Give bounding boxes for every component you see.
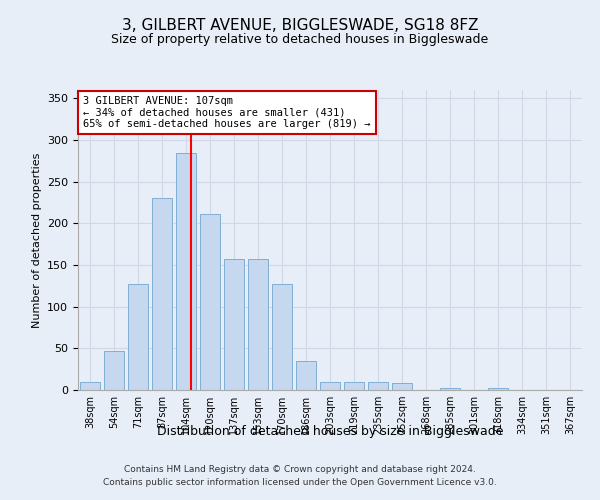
Bar [200, 214, 220, 390]
Y-axis label: Number of detached properties: Number of detached properties [32, 152, 41, 328]
Text: Contains HM Land Registry data © Crown copyright and database right 2024.: Contains HM Land Registry data © Crown c… [124, 466, 476, 474]
Bar [80, 382, 100, 390]
Bar [176, 154, 196, 390]
Text: 3 GILBERT AVENUE: 107sqm
← 34% of detached houses are smaller (431)
65% of semi-: 3 GILBERT AVENUE: 107sqm ← 34% of detach… [83, 96, 371, 129]
Bar [440, 388, 460, 390]
Text: Size of property relative to detached houses in Biggleswade: Size of property relative to detached ho… [112, 32, 488, 46]
Bar [128, 284, 148, 390]
Bar [392, 384, 412, 390]
Bar [320, 382, 340, 390]
Bar [248, 259, 268, 390]
Text: Contains public sector information licensed under the Open Government Licence v3: Contains public sector information licen… [103, 478, 497, 487]
Bar [152, 198, 172, 390]
Bar [368, 382, 388, 390]
Bar [224, 259, 244, 390]
Text: 3, GILBERT AVENUE, BIGGLESWADE, SG18 8FZ: 3, GILBERT AVENUE, BIGGLESWADE, SG18 8FZ [122, 18, 478, 32]
Bar [104, 351, 124, 390]
Bar [344, 382, 364, 390]
Bar [272, 284, 292, 390]
Bar [296, 361, 316, 390]
Bar [488, 388, 508, 390]
Text: Distribution of detached houses by size in Biggleswade: Distribution of detached houses by size … [157, 425, 503, 438]
